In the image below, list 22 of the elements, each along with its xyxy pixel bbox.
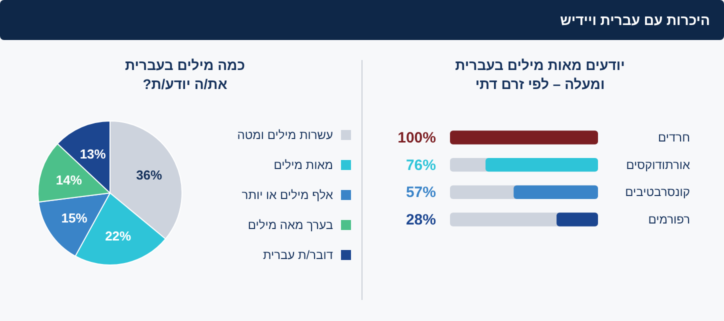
data-label: 28% bbox=[406, 212, 436, 228]
data-label: 14% bbox=[56, 172, 82, 188]
legend-label: בערך מאה מילים bbox=[248, 218, 333, 232]
data-label: 36% bbox=[136, 168, 163, 183]
legend-label: דובר/ת עברית bbox=[262, 248, 334, 262]
chart-title: כמה מילים בעברית את/ה יודע/ת? bbox=[125, 57, 245, 92]
data-label: 13% bbox=[80, 146, 106, 162]
legend-label: עשרות מילים ומטה bbox=[237, 128, 334, 142]
chart-title: יודעים מאות מילים בעברית ומעלה – לפי זרם דתי bbox=[455, 57, 625, 92]
data-label: 15% bbox=[61, 210, 88, 226]
data-label: 76% bbox=[406, 156, 436, 174]
y-tick-label: קונסרבטיבים bbox=[625, 185, 690, 200]
y-tick-label: רפורמים bbox=[648, 212, 690, 226]
y-tick-label: אורתודוקסים bbox=[626, 158, 690, 172]
legend-label: מאות מילים bbox=[274, 158, 333, 172]
legend-label: אלף מילים או יותר bbox=[242, 188, 334, 202]
data-label: 57% bbox=[406, 184, 436, 202]
bar bbox=[556, 212, 598, 226]
text: היכרות עם עברית ויידיש bbox=[560, 12, 710, 28]
y-tick-label: חרדים bbox=[658, 130, 690, 144]
data-label: 22% bbox=[105, 228, 132, 244]
data-label: 100% bbox=[398, 130, 436, 146]
